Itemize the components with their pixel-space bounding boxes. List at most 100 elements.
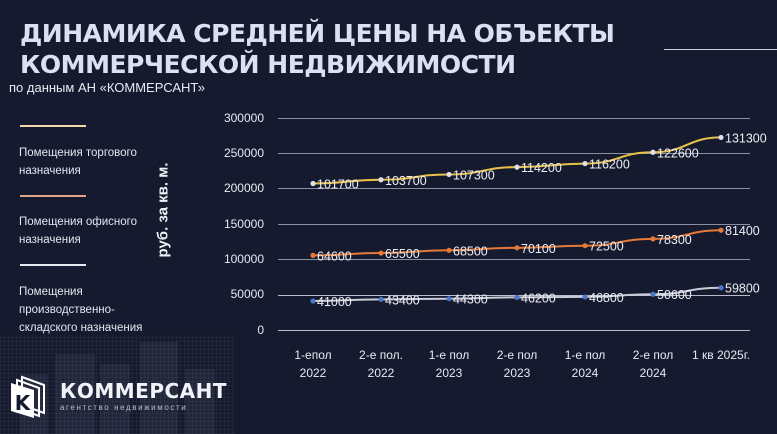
data-point [378, 177, 384, 183]
gridline [278, 188, 750, 189]
data-label: 64600 [317, 249, 352, 263]
data-point [446, 247, 452, 253]
gridline [278, 259, 750, 260]
gridline [278, 153, 750, 154]
x-tick-line1: 2-е пол [632, 348, 674, 362]
title-divider [664, 49, 777, 50]
data-point [650, 236, 656, 242]
subtitle: по данным АН «КОММЕРСАНТ» [9, 80, 206, 95]
data-label: 81400 [725, 224, 760, 238]
legend-label: складского назначения [19, 322, 143, 334]
data-point [718, 227, 724, 233]
data-point [446, 296, 452, 302]
legend-label: Помещения [19, 286, 83, 298]
data-label: 78300 [657, 233, 692, 247]
data-label: 101700 [317, 178, 359, 192]
data-label: 107300 [453, 168, 495, 182]
gridline [278, 118, 750, 119]
data-point [650, 291, 656, 297]
data-point [310, 252, 316, 258]
data-label: 114200 [521, 161, 562, 175]
title-line-2: КОММЕРЧЕСКОЙ НЕДВИЖИМОСТИ [20, 50, 516, 79]
data-point [310, 298, 316, 304]
data-label: 72500 [589, 240, 624, 254]
logo-name: КОММЕРСАНТ [60, 379, 228, 403]
data-label: 41000 [317, 295, 352, 309]
page-title: ДИНАМИКА СРЕДНЕЙ ЦЕНЫ НА ОБЪЕКТЫ КОММЕРЧ… [20, 18, 615, 80]
data-label: 43400 [385, 293, 420, 307]
data-point [514, 294, 520, 300]
y-tick: 250000 [223, 146, 264, 160]
data-point [582, 243, 588, 249]
legend-item-retail: Помещения торгового назначения [19, 144, 137, 180]
data-label: 59800 [725, 282, 760, 296]
x-tick-line2: 2024 [571, 366, 599, 380]
x-tick-line2: 2023 [503, 366, 531, 380]
x-axis-line [278, 330, 750, 331]
data-point [446, 171, 452, 178]
x-tick-line1: 2-е пол. [359, 348, 403, 362]
data-label: 68500 [453, 244, 488, 258]
x-tick: 1-епол 2022 [278, 346, 348, 382]
cityscape-background [0, 335, 235, 434]
legend-label: назначения [19, 234, 81, 246]
x-tick-line2: 2024 [639, 366, 667, 380]
gridline [278, 295, 750, 296]
x-tick-line1: 2-е пол [496, 348, 538, 362]
y-tick: 150000 [223, 217, 264, 231]
legend-line-retail [20, 125, 86, 127]
legend-line-office [20, 195, 86, 197]
data-point [582, 160, 588, 167]
x-tick: 1 кв 2025г. [686, 346, 756, 364]
legend-item-office: Помещения офисного назначения [19, 213, 137, 249]
data-label: 50600 [657, 288, 692, 302]
x-tick-line2: 2022 [299, 366, 327, 380]
x-tick: 2-е пол. 2022 [346, 346, 416, 382]
series-line [312, 136, 722, 185]
data-label: 46800 [589, 291, 624, 305]
x-tick: 2-е пол 2024 [618, 346, 688, 382]
y-tick: 0 [257, 323, 264, 337]
k-letter-pages-icon: K [11, 375, 45, 418]
data-point [378, 250, 384, 256]
x-tick-line1: 1-епол [294, 348, 332, 362]
legend-label: назначения [19, 165, 81, 177]
y-tick: 200000 [223, 181, 264, 195]
data-label: 46200 [521, 291, 556, 305]
legend-label: Помещения офисного [19, 216, 138, 228]
data-label: 44300 [453, 293, 488, 307]
legend-label: производственно- [19, 304, 115, 316]
data-point [514, 164, 520, 170]
legend-line-industrial [20, 264, 86, 266]
y-tick: 50000 [230, 287, 264, 301]
y-tick: 100000 [223, 252, 264, 266]
x-tick: 2-е пол 2023 [482, 346, 552, 382]
x-tick-line1: 1-е пол [564, 348, 606, 362]
legend-label: Помещения торгового [19, 147, 137, 159]
data-label: 65500 [385, 247, 420, 261]
logo-tagline: агентство недвижимости [60, 403, 188, 412]
data-point [650, 149, 656, 155]
data-point [378, 296, 384, 302]
gridline [278, 224, 750, 225]
x-tick-line2: 2023 [435, 366, 463, 380]
data-point [514, 245, 520, 251]
legend-item-industrial: Помещения производственно- складского на… [19, 283, 142, 337]
x-tick-line1: 1 кв 2025г. [692, 348, 750, 362]
x-tick: 1-е пол 2023 [414, 346, 484, 382]
data-label: 131300 [725, 131, 767, 145]
data-point [582, 294, 588, 300]
data-label: 103700 [385, 174, 427, 188]
x-tick: 1-е пол 2024 [550, 346, 620, 382]
data-point [718, 134, 724, 141]
svg-text:K: K [15, 391, 32, 415]
title-line-1: ДИНАМИКА СРЕДНЕЙ ЦЕНЫ НА ОБЪЕКТЫ [20, 19, 615, 48]
data-point [718, 285, 724, 291]
y-tick: 300000 [223, 111, 264, 125]
data-label: 122600 [657, 146, 699, 160]
data-point [310, 180, 316, 187]
x-tick-line1: 1-е пол [428, 348, 470, 362]
data-label: 70100 [521, 242, 556, 256]
data-label: 116200 [589, 158, 630, 172]
